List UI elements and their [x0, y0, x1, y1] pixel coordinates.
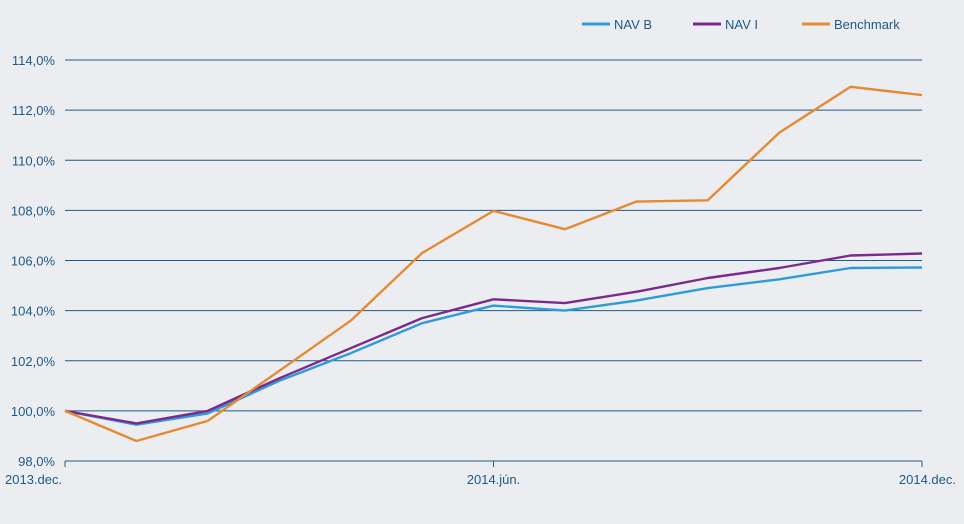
legend-label: Benchmark: [834, 17, 900, 32]
x-tick-label: 2014.jún.: [467, 472, 521, 487]
y-tick-label: 114,0%: [12, 53, 56, 68]
legend-label: NAV I: [725, 17, 758, 32]
series-line-benchmark: [64, 85, 923, 443]
y-tick-label: 100,0%: [11, 404, 56, 419]
axes: 98,0% 100,0% 102,0% 104,0% 106,0% 108,0% 110,0…: [5, 53, 956, 487]
y-tick-label: 110,0%: [12, 153, 56, 168]
legend-label: NAV B: [614, 17, 652, 32]
x-tick-label: 2013.dec.: [5, 472, 62, 487]
y-tick-label: 106,0%: [11, 254, 56, 269]
y-tick-label: 102,0%: [11, 354, 56, 369]
y-tick-label: 108,0%: [11, 203, 56, 218]
series-line-nav-i: [64, 252, 923, 425]
y-tick-label: 104,0%: [11, 304, 56, 319]
series-lines: [64, 85, 923, 443]
x-tick-label: 2014.dec.: [899, 472, 956, 487]
legend: NAV B NAV I Benchmark: [582, 17, 900, 32]
series-line-nav-b: [64, 266, 923, 426]
gridlines: [65, 59, 922, 412]
y-tick-label: 112,0%: [12, 103, 56, 118]
y-tick-label: 98,0%: [18, 454, 55, 469]
